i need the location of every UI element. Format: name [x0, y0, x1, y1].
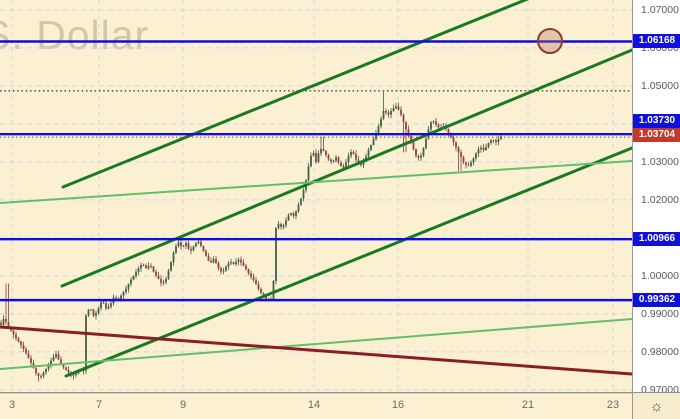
- time-axis-label: 9: [179, 399, 187, 411]
- support-lower-line[interactable]: [0, 318, 632, 370]
- time-axis-label: 16: [391, 399, 405, 411]
- circle-annotation[interactable]: [537, 28, 563, 54]
- price-axis-label: 1.05000: [641, 79, 679, 92]
- time-axis-label: 23: [606, 399, 620, 411]
- last-price-label: 1.03704: [633, 128, 680, 143]
- axis-corner-button[interactable]: ☼: [632, 392, 680, 419]
- level-price-label: 1.06168: [633, 34, 680, 49]
- price-axis-label: 1.07000: [641, 3, 679, 16]
- price-axis-label: 0.98000: [641, 345, 679, 358]
- time-axis-label: 7: [95, 399, 103, 411]
- time-axis-label: 3: [8, 399, 16, 411]
- price-axis-label: 1.03000: [641, 155, 679, 168]
- price-axis-label: 1.02000: [641, 193, 679, 206]
- candlestick-series: [0, 91, 502, 382]
- level-price-label: 0.99362: [633, 293, 680, 308]
- level-price-label: 1.03730: [633, 114, 680, 129]
- channel-upper-line[interactable]: [61, 0, 530, 189]
- time-axis-label: 21: [521, 399, 535, 411]
- channel-median-line[interactable]: [60, 48, 632, 288]
- price-axis[interactable]: 1.070001.060001.050001.040001.030001.020…: [632, 0, 680, 396]
- chart-plot-area[interactable]: S. Dollar: [0, 0, 632, 392]
- time-axis[interactable]: 3 7 9 14 16 21 23: [0, 392, 632, 419]
- support-upper-line[interactable]: [0, 160, 632, 204]
- level-price-label: 1.00966: [633, 232, 680, 247]
- descending-resistance-line[interactable]: [0, 325, 632, 376]
- price-axis-label: 0.99000: [641, 307, 679, 320]
- chart-canvas[interactable]: [0, 0, 632, 392]
- time-axis-label: 14: [307, 399, 321, 411]
- price-axis-label: 1.00000: [641, 269, 679, 282]
- sun-icon[interactable]: ☼: [649, 397, 664, 415]
